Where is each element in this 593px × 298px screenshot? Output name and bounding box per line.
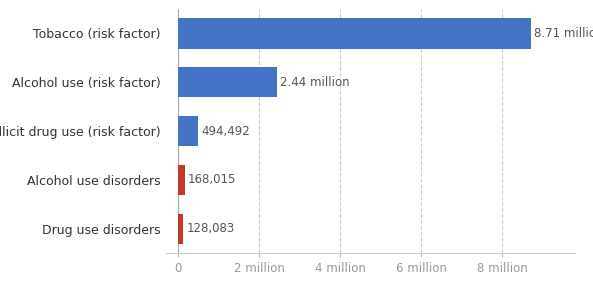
Text: 2.44 million: 2.44 million bbox=[280, 76, 349, 89]
Bar bbox=[178, 165, 185, 195]
Text: 128,083: 128,083 bbox=[186, 222, 234, 235]
Bar bbox=[178, 67, 277, 97]
Bar bbox=[178, 116, 198, 146]
Text: 168,015: 168,015 bbox=[188, 173, 236, 187]
Bar bbox=[178, 214, 183, 244]
Text: 494,492: 494,492 bbox=[201, 125, 250, 138]
Text: 8.71 million: 8.71 million bbox=[534, 27, 593, 40]
Bar bbox=[178, 18, 531, 49]
